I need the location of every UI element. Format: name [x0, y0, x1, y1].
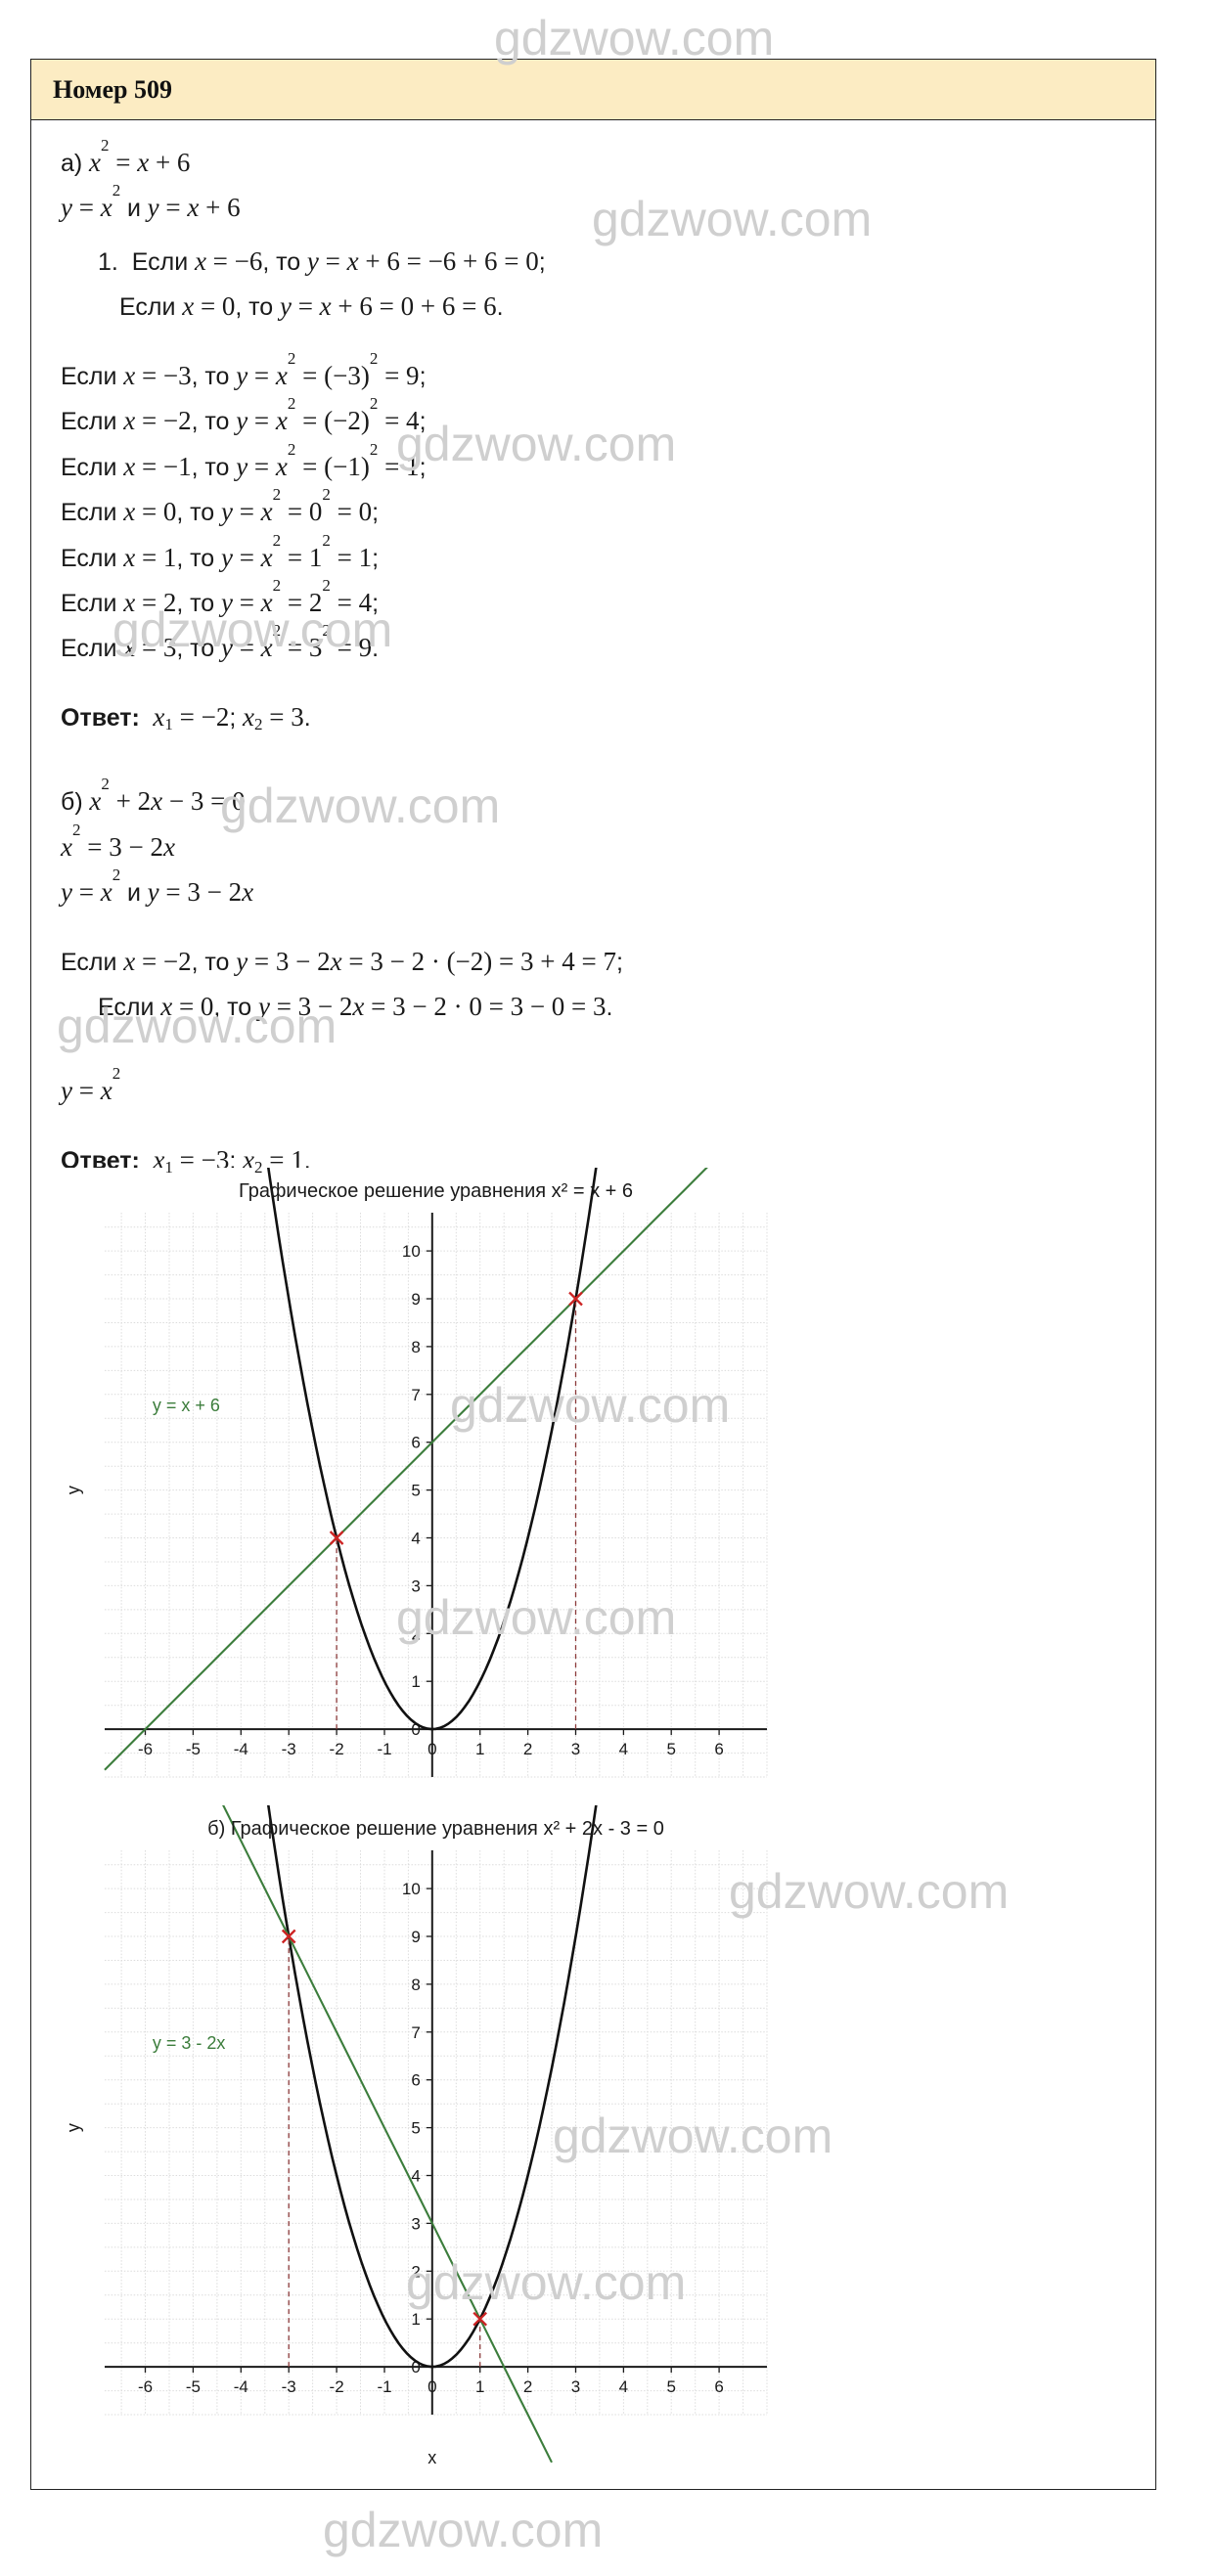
svg-text:-5: -5	[186, 1740, 201, 1758]
svg-text:y: y	[66, 2123, 83, 2132]
svg-text:7: 7	[411, 2023, 420, 2042]
svg-text:y: y	[66, 1486, 83, 1494]
svg-text:2: 2	[523, 1740, 532, 1758]
svg-text:4: 4	[411, 1530, 420, 1548]
svg-text:9: 9	[411, 1928, 420, 1946]
svg-text:-6: -6	[138, 1740, 153, 1758]
svg-text:8: 8	[411, 1976, 420, 1994]
svg-text:-3: -3	[282, 1740, 296, 1758]
svg-text:6: 6	[411, 2071, 420, 2090]
svg-text:8: 8	[411, 1338, 420, 1356]
svg-text:-6: -6	[138, 2377, 153, 2396]
svg-text:6: 6	[411, 1434, 420, 1452]
svg-text:-4: -4	[234, 1740, 248, 1758]
svg-text:10: 10	[402, 1242, 421, 1261]
svg-text:3: 3	[411, 2215, 420, 2234]
svg-text:y = x + 6: y = x + 6	[153, 1396, 220, 1415]
svg-text:3: 3	[571, 2377, 580, 2396]
svg-text:Графическое решение уравнения: Графическое решение уравнения x² = x + 6	[239, 1180, 633, 1202]
svg-text:1: 1	[411, 2311, 420, 2330]
svg-text:-4: -4	[234, 2377, 248, 2396]
svg-text:x: x	[428, 2448, 436, 2467]
svg-text:-1: -1	[377, 1740, 391, 1758]
svg-text:1: 1	[475, 1740, 484, 1758]
svg-text:1: 1	[475, 2377, 484, 2396]
svg-text:-1: -1	[377, 2377, 391, 2396]
svg-text:10: 10	[402, 1880, 421, 1898]
svg-text:7: 7	[411, 1386, 420, 1404]
svg-text:5: 5	[666, 2377, 675, 2396]
svg-text:0: 0	[428, 1740, 436, 1758]
svg-text:5: 5	[666, 1740, 675, 1758]
svg-text:1: 1	[411, 1673, 420, 1692]
svg-text:-3: -3	[282, 2377, 296, 2396]
svg-text:0: 0	[428, 2377, 436, 2396]
svg-text:5: 5	[411, 1482, 420, 1500]
svg-text:-5: -5	[186, 2377, 201, 2396]
svg-text:4: 4	[619, 2377, 628, 2396]
svg-text:y = 3 - 2x: y = 3 - 2x	[153, 2033, 226, 2053]
svg-text:-2: -2	[330, 1740, 344, 1758]
svg-text:2: 2	[523, 2377, 532, 2396]
svg-text:4: 4	[619, 1740, 628, 1758]
svg-text:9: 9	[411, 1290, 420, 1309]
svg-text:3: 3	[571, 1740, 580, 1758]
svg-text:б) Графическое решение уравнен: б) Графическое решение уравнения x² + 2x…	[207, 1818, 664, 1840]
svg-text:-2: -2	[330, 2377, 344, 2396]
svg-text:6: 6	[714, 2377, 723, 2396]
svg-text:5: 5	[411, 2119, 420, 2138]
svg-text:6: 6	[714, 1740, 723, 1758]
